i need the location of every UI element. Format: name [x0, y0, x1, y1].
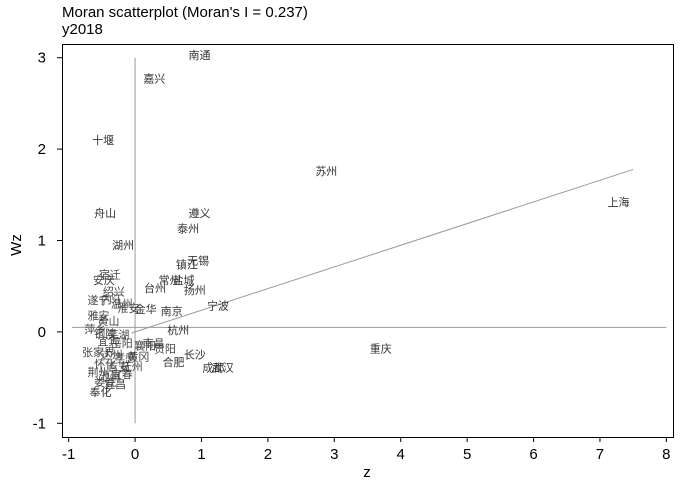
point-label: 温州: [111, 298, 133, 311]
y-tick-label: 3: [38, 50, 46, 67]
point-label: 重庆: [370, 341, 392, 355]
point-label: 奉化: [90, 385, 112, 399]
y-tick-label: 1: [38, 233, 46, 250]
point-label: 南通: [188, 49, 210, 62]
x-tick-label: 6: [529, 446, 537, 463]
point-label: 内江: [101, 292, 123, 306]
point-label: 张家界: [82, 345, 115, 359]
point-label: 萍乡: [84, 323, 106, 336]
point-label: 杭州: [167, 323, 189, 337]
point-label: 岳阳: [111, 337, 133, 350]
point-label: 安庆: [93, 273, 115, 287]
point-label: 苏州: [315, 165, 337, 178]
point-label: 南京: [161, 304, 183, 318]
point-label: 合肥: [163, 355, 185, 369]
fit-line: [131, 168, 634, 334]
point-label: 宜春: [111, 367, 133, 381]
point-label: 十堰: [92, 133, 114, 147]
plot-border: [62, 44, 674, 438]
point-label: 黄冈: [127, 350, 149, 364]
point-label: 台州: [144, 281, 166, 295]
point-label: 泰州: [177, 222, 199, 236]
point-label: 长沙: [184, 349, 206, 362]
point-label: 武汉: [212, 362, 234, 375]
point-label: 嘉兴: [143, 72, 165, 86]
point-label: 宁波: [207, 298, 229, 312]
point-label: 金华: [135, 302, 157, 316]
x-tick-label: 1: [197, 446, 205, 463]
x-tick-label: 5: [463, 446, 471, 463]
point-label: 遵义: [188, 206, 210, 220]
chart-title: Moran scatterplot (Moran's I = 0.237): [62, 4, 308, 21]
point-label: 宜昌: [104, 377, 126, 391]
point-label: 绍兴: [103, 285, 125, 299]
x-tick-label: 4: [397, 446, 405, 463]
x-tick-label: 8: [662, 446, 670, 463]
point-label: 遂宁: [88, 293, 110, 307]
point-label: 上海: [608, 195, 630, 209]
point-label: 扬州: [184, 283, 206, 297]
point-label: 池州: [99, 370, 121, 383]
point-label: 抚州: [121, 360, 143, 374]
point-label: 娄底: [94, 375, 116, 389]
y-axis-title: Wz: [8, 234, 25, 256]
x-tick-label: 3: [330, 446, 338, 463]
y-tick-label: 2: [38, 141, 46, 158]
point-label: 成都: [202, 362, 224, 375]
point-label: 怀化: [94, 357, 116, 371]
point-label: 湖州: [112, 239, 134, 252]
x-axis-title: z: [363, 464, 371, 481]
point-label: 雅安: [88, 308, 110, 322]
point-label: 镇江: [176, 257, 198, 271]
point-label: 宜宾: [97, 334, 119, 348]
point-label: 吉安: [107, 360, 129, 374]
point-label: 常州: [159, 274, 181, 287]
y-tick-label: -1: [33, 415, 46, 432]
x-tick-label: 2: [264, 446, 272, 463]
point-label: 舟山: [94, 206, 116, 220]
x-tick-label: 7: [596, 446, 604, 463]
point-label: 荆州: [88, 366, 110, 379]
y-tick-label: 0: [38, 324, 46, 341]
chart-subtitle: y2018: [62, 21, 103, 38]
point-label: 盐城: [173, 274, 195, 287]
point-label: 孝感: [114, 351, 136, 364]
x-tick-label: -1: [62, 446, 75, 463]
point-label: 宿迁: [99, 267, 121, 281]
point-label: 铜陵: [94, 327, 116, 341]
point-label: 南昌: [143, 337, 165, 350]
point-label: 芜湖: [107, 328, 129, 342]
point-label: 达州: [101, 349, 123, 362]
point-label: 无锡: [187, 254, 209, 268]
point-label: 黄山: [97, 314, 119, 328]
x-tick-label: 0: [131, 446, 139, 463]
point-label: 贵阳: [154, 342, 176, 355]
point-label: 淮安: [117, 301, 139, 315]
point-label: 襄阳: [134, 339, 156, 353]
